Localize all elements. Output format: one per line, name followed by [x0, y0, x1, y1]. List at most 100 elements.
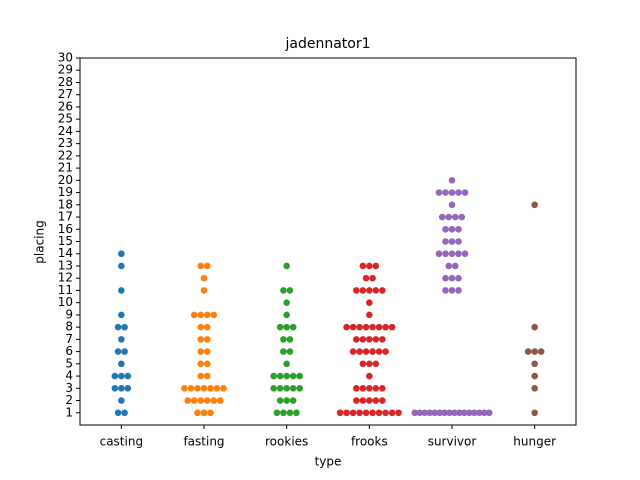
data-point: [203, 372, 211, 380]
data-point: [395, 409, 402, 417]
data-point: [475, 409, 483, 417]
data-point: [480, 409, 488, 417]
data-point: [220, 385, 227, 392]
x-tick-label: frooks: [351, 435, 388, 449]
data-point: [273, 409, 281, 417]
data-point: [359, 262, 367, 270]
data-point: [369, 409, 376, 417]
data-point: [289, 397, 297, 404]
data-point: [276, 397, 284, 404]
data-point: [442, 225, 449, 233]
y-tick-label: 29: [58, 63, 73, 77]
data-point: [366, 336, 373, 343]
y-tick-label: 11: [58, 283, 73, 297]
data-point: [118, 311, 125, 319]
data-point: [471, 409, 478, 417]
data-point: [283, 323, 290, 331]
data-point: [366, 299, 373, 306]
data-point: [283, 262, 290, 270]
y-tick-label: 2: [65, 393, 73, 407]
data-point: [448, 238, 456, 245]
plot-frame: [79, 57, 577, 426]
data-point: [283, 360, 290, 368]
data-point: [455, 189, 462, 196]
data-point: [382, 323, 389, 331]
data-point: [194, 385, 201, 392]
data-point: [118, 360, 125, 368]
data-point: [382, 348, 389, 355]
data-point: [118, 397, 125, 404]
data-point: [114, 409, 122, 417]
data-point: [379, 336, 386, 343]
data-point: [372, 287, 380, 294]
data-point: [379, 287, 386, 294]
data-point: [455, 225, 462, 233]
data-point: [426, 409, 433, 417]
data-point: [359, 397, 367, 404]
data-point: [531, 323, 538, 331]
data-point: [448, 189, 456, 196]
data-point: [121, 323, 128, 331]
data-point: [336, 409, 344, 417]
data-point: [461, 250, 469, 258]
data-point: [118, 287, 125, 294]
data-point: [197, 372, 205, 380]
data-point: [286, 287, 294, 294]
data-point: [111, 372, 119, 380]
data-point: [118, 250, 125, 258]
data-point: [343, 409, 350, 417]
data-point: [289, 385, 297, 392]
data-point: [353, 397, 360, 404]
data-point: [372, 336, 380, 343]
data-point: [366, 385, 373, 392]
data-point: [207, 409, 214, 417]
data-point: [369, 348, 376, 355]
x-tick-label: hunger: [513, 435, 556, 449]
data-point: [283, 372, 290, 380]
data-point: [451, 213, 459, 221]
data-point: [289, 323, 297, 331]
data-point: [435, 250, 443, 258]
data-point: [445, 262, 453, 270]
data-point: [442, 250, 449, 258]
data-point: [280, 348, 287, 355]
data-point: [442, 287, 449, 294]
y-tick-label: 26: [58, 99, 73, 113]
data-point: [197, 323, 205, 331]
y-tick-label: 22: [58, 148, 73, 162]
data-point: [461, 409, 468, 417]
data-point: [216, 397, 224, 404]
data-point: [203, 360, 211, 368]
data-point: [118, 385, 125, 392]
y-tick-label: 27: [58, 87, 73, 101]
y-tick-label: 30: [58, 51, 73, 65]
data-point: [372, 397, 380, 404]
data-point: [531, 372, 538, 380]
y-tick-label: 3: [65, 381, 73, 395]
y-tick-label: 18: [58, 197, 73, 211]
data-point: [362, 348, 370, 355]
y-tick-label: 17: [58, 210, 73, 224]
y-tick-label: 5: [65, 356, 73, 370]
y-tick-label: 8: [65, 320, 73, 334]
data-point: [359, 360, 367, 368]
data-point: [353, 385, 360, 392]
data-point: [356, 409, 363, 417]
data-point: [203, 397, 211, 404]
data-point: [210, 397, 218, 404]
data-point: [531, 385, 538, 392]
data-point: [379, 385, 386, 392]
data-point: [203, 262, 211, 270]
data-point: [362, 409, 370, 417]
data-point: [276, 372, 284, 380]
data-point: [213, 385, 221, 392]
data-point: [455, 274, 462, 282]
data-point: [190, 397, 198, 404]
data-point: [197, 262, 205, 270]
data-point: [372, 262, 380, 270]
data-point: [485, 409, 493, 417]
data-point: [461, 189, 469, 196]
data-point: [458, 213, 466, 221]
data-point: [448, 287, 456, 294]
